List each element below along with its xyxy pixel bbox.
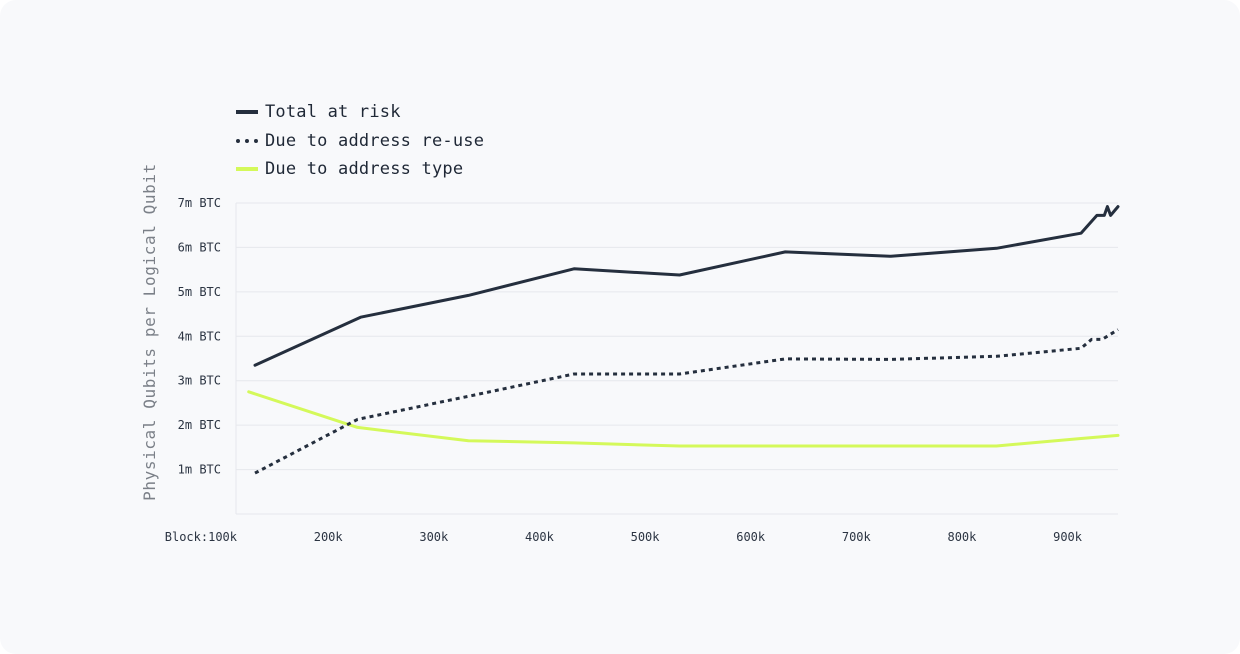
y-tick-label: 4m BTC [178,329,221,343]
legend-label-reuse: Due to address re-use [265,130,485,151]
legend-item-reuse: Due to address re-use [236,127,484,156]
y-tick-labels: 1m BTC 2m BTC 3m BTC 4m BTC 5m BTC 6m BTC 7m B… [178,196,221,477]
x-tick-label: 900k [1053,530,1083,544]
grid-lines [235,202,1118,515]
legend: Total at risk Due to address re-use Due … [236,98,484,184]
x-tick-label: Block:100k [165,530,238,544]
y-tick-label: 5m BTC [178,285,221,299]
x-tick-label: 400k [525,530,555,544]
legend-swatch-dotted [236,138,258,143]
y-tick-label: 3m BTC [178,374,221,388]
y-tick-label: 6m BTC [178,240,221,254]
x-tick-label: 500k [631,530,661,544]
legend-swatch-solid [236,110,258,115]
series-line-solid [253,205,1120,367]
x-tick-label: 300k [419,530,449,544]
series-line-lime [247,390,1120,448]
legend-label-type: Due to address type [265,159,464,180]
legend-item-total: Total at risk [236,98,484,127]
x-tick-label: 700k [842,530,872,544]
legend-item-type: Due to address type [236,155,484,184]
y-tick-label: 7m BTC [178,196,221,210]
x-tick-label: 200k [314,530,344,544]
x-tick-label: 600k [736,530,766,544]
x-tick-label: 800k [947,530,977,544]
x-tick-labels: Block:100k 200k 300k 400k 500k 600k 700k 800k 90… [165,530,1083,544]
y-tick-label: 1m BTC [178,463,221,477]
y-axis-title: Physical Qubits per Logical Qubit [140,163,159,501]
y-tick-label: 2m BTC [178,418,221,432]
series-lines [247,205,1120,475]
legend-label-total: Total at risk [265,102,401,123]
legend-swatch-lime [236,167,258,172]
series-line-dotted [254,328,1119,475]
